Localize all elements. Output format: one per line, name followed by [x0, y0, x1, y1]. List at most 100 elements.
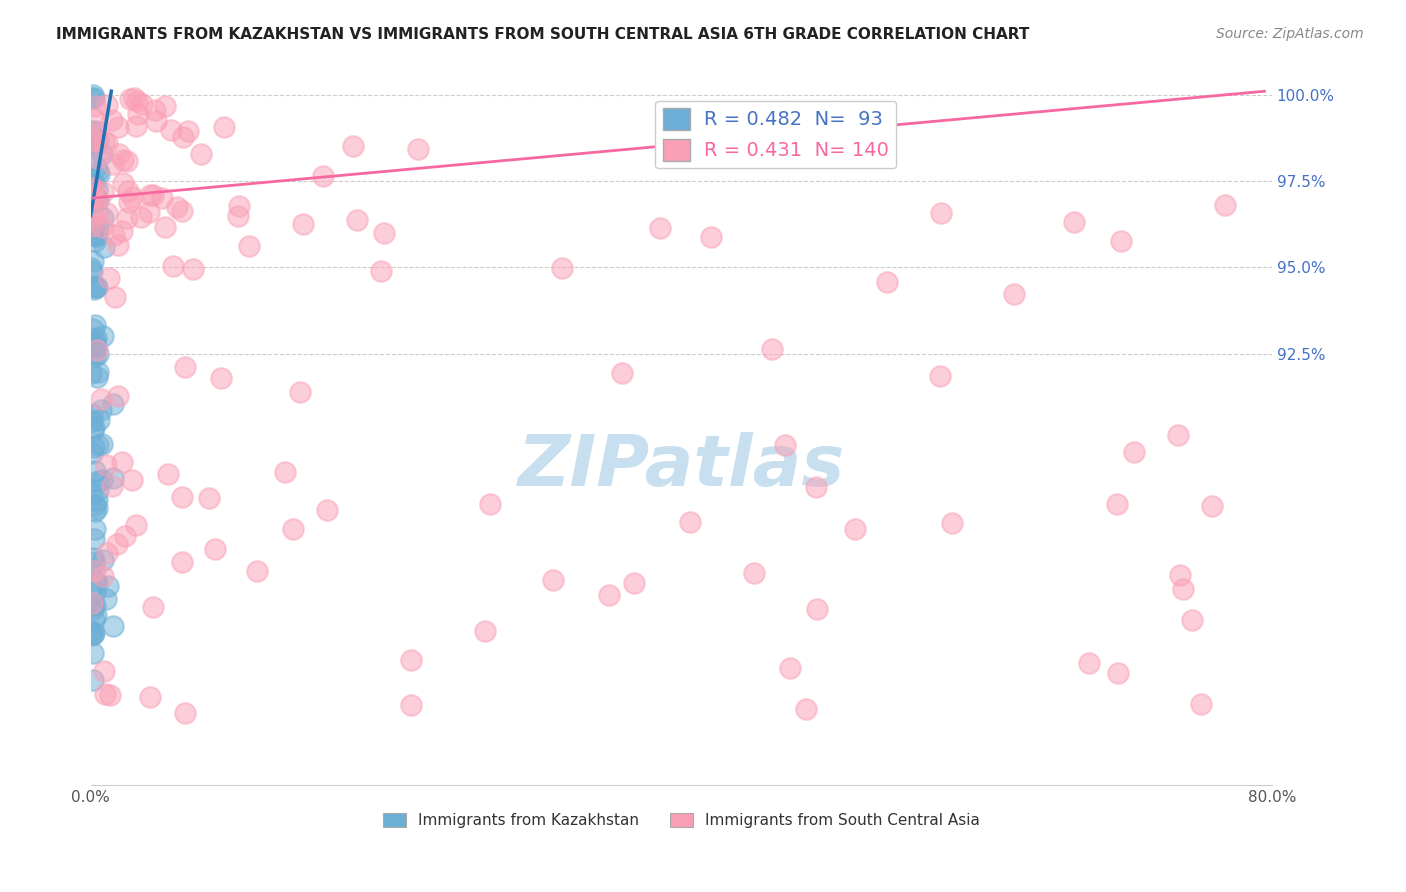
Point	[83, 504, 105, 518]
Point	[700, 230, 723, 244]
Point	[274, 466, 297, 480]
Point	[125, 120, 148, 134]
Point	[80, 446, 103, 460]
Point	[598, 589, 620, 603]
Point	[90, 437, 112, 451]
Point	[86, 492, 108, 507]
Point	[1201, 499, 1223, 513]
Point	[246, 564, 269, 578]
Point	[82, 602, 104, 616]
Point	[87, 193, 110, 207]
Point	[83, 346, 105, 360]
Point	[1105, 498, 1128, 512]
Point	[190, 147, 212, 161]
Point	[118, 92, 141, 106]
Point	[142, 187, 165, 202]
Point	[153, 220, 176, 235]
Point	[127, 107, 149, 121]
Point	[86, 576, 108, 591]
Point	[93, 328, 115, 343]
Point	[86, 151, 108, 165]
Point	[80, 228, 103, 243]
Point	[87, 204, 110, 219]
Point	[117, 154, 139, 169]
Point	[87, 438, 110, 452]
Point	[129, 211, 152, 225]
Point	[125, 518, 148, 533]
Point	[204, 541, 226, 556]
Point	[82, 253, 104, 268]
Point	[876, 276, 898, 290]
Point	[80, 220, 103, 235]
Point	[316, 502, 339, 516]
Point	[610, 367, 633, 381]
Text: ZIPatlas: ZIPatlas	[517, 432, 845, 501]
Point	[170, 555, 193, 569]
Point	[104, 290, 127, 304]
Point	[86, 369, 108, 384]
Point	[844, 522, 866, 536]
Point	[84, 331, 107, 345]
Point	[1109, 234, 1132, 248]
Point	[84, 279, 107, 293]
Point	[83, 112, 105, 127]
Point	[761, 342, 783, 356]
Point	[97, 579, 120, 593]
Point	[82, 190, 104, 204]
Point	[94, 687, 117, 701]
Point	[1063, 215, 1085, 229]
Point	[139, 690, 162, 705]
Point	[80, 261, 103, 276]
Point	[93, 135, 115, 149]
Point	[474, 624, 496, 638]
Point	[84, 228, 107, 243]
Point	[82, 133, 104, 147]
Point	[80, 624, 103, 639]
Point	[157, 467, 180, 481]
Point	[479, 497, 502, 511]
Point	[80, 190, 103, 204]
Point	[226, 209, 249, 223]
Point	[1123, 445, 1146, 459]
Point	[86, 189, 108, 203]
Point	[121, 473, 143, 487]
Point	[172, 204, 194, 219]
Point	[91, 553, 114, 567]
Point	[1215, 198, 1237, 212]
Point	[86, 608, 108, 623]
Point	[1167, 428, 1189, 442]
Point	[399, 652, 422, 666]
Point	[83, 90, 105, 104]
Point	[806, 602, 828, 616]
Point	[82, 211, 104, 226]
Point	[1077, 656, 1099, 670]
Point	[82, 264, 104, 278]
Point	[648, 220, 671, 235]
Point	[172, 130, 194, 145]
Point	[101, 157, 124, 171]
Point	[931, 205, 953, 219]
Point	[86, 191, 108, 205]
Point	[83, 139, 105, 153]
Point	[84, 124, 107, 138]
Point	[101, 397, 124, 411]
Point	[91, 211, 114, 225]
Point	[155, 99, 177, 113]
Point	[90, 474, 112, 488]
Point	[80, 366, 103, 380]
Point	[82, 414, 104, 428]
Point	[281, 523, 304, 537]
Point	[796, 702, 818, 716]
Point	[83, 349, 105, 363]
Point	[177, 124, 200, 138]
Point	[105, 537, 128, 551]
Point	[181, 262, 204, 277]
Point	[1107, 666, 1129, 681]
Point	[83, 176, 105, 190]
Point	[83, 318, 105, 332]
Point	[551, 261, 574, 276]
Point	[84, 334, 107, 348]
Point	[82, 194, 104, 209]
Point	[172, 490, 194, 504]
Point	[84, 339, 107, 353]
